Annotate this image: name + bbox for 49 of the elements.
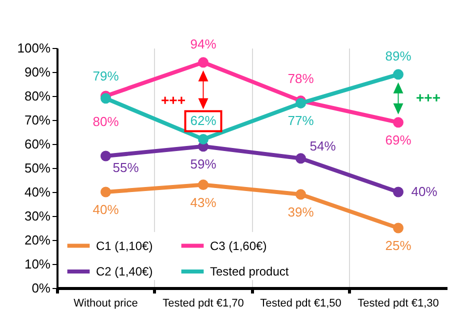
point [393,186,404,198]
point [198,57,208,68]
data-label: 59% [190,156,217,172]
point [393,117,404,128]
y-tick-label: 100% [17,40,51,56]
data-label: 40% [411,184,438,199]
data-label: 94% [190,36,217,52]
annotation: +++ [416,89,441,106]
data-label: 43% [190,194,217,210]
data-label: 77% [288,113,314,128]
y-tick-label: 30% [24,208,51,224]
data-label: 55% [112,160,140,175]
x-tick-label: Without price [74,298,138,310]
point [100,150,111,162]
y-tick-label: 80% [24,88,51,104]
data-label: 25% [385,238,412,253]
legend-label: C1 (1,10€) [96,238,153,253]
data-label: 62% [190,113,217,128]
point [393,69,404,80]
y-tick-label: 10% [24,256,51,272]
legend-label: C3 (1,60€) [210,238,267,253]
y-tick-label: 50% [24,160,51,176]
data-label: 39% [288,204,314,220]
legend-label: Tested product [210,264,290,278]
y-tick-label: 90% [24,64,51,80]
x-tick-label: Tested pdt €1,70 [162,298,244,310]
data-label: 89% [385,48,412,64]
data-label: 69% [385,132,412,148]
point [393,222,404,234]
point [198,180,208,190]
point [100,186,111,198]
data-label: 80% [92,114,120,129]
y-tick-label: 70% [24,112,51,128]
data-label: 78% [288,70,314,86]
x-tick-label: Tested pdt €1,50 [260,298,342,310]
point [296,189,306,200]
y-tick-label: 20% [24,232,51,248]
data-label: 40% [92,202,120,217]
point [296,153,306,164]
y-tick-label: 0% [32,280,51,296]
data-label: 79% [92,68,120,84]
x-tick-label: Tested pdt €1,30 [358,298,439,310]
point [100,93,111,104]
data-label: 54% [310,138,336,154]
y-tick-label: 40% [24,184,51,200]
legend-label: C2 (1,40€) [96,264,153,278]
annotation: +++ [160,92,186,108]
point [198,134,208,144]
y-tick-label: 60% [24,136,51,152]
